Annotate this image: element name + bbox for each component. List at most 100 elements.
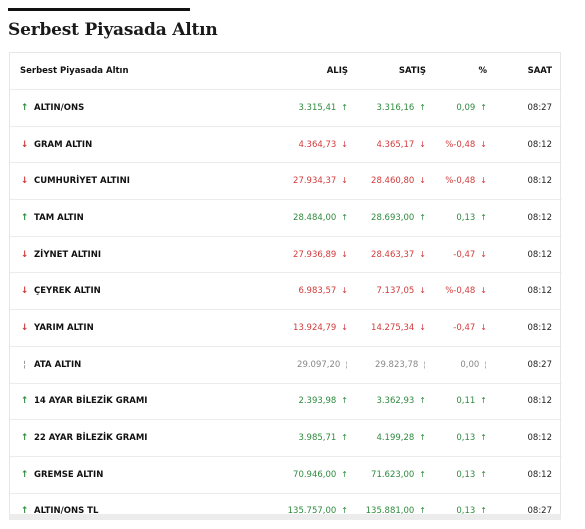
arrow-up-icon: ↑ [419,469,426,479]
row-time: 08:12 [495,236,562,274]
arrow-up-icon: ↑ [341,102,348,112]
table-row[interactable]: ↑ 14 AYAR BİLEZİK GRAMI 2.393,98 ↑ 3.362,93 ↑… [10,383,562,421]
table-row[interactable]: ↓ GRAM ALTIN 4.364,73 ↓ 4.365,17 ↓ %-0,48 ↓ 08:1… [10,126,562,164]
row-sell-cell: 71.623,00 ↑ [352,456,430,494]
row-buy: 27.934,37 [293,176,337,187]
row-time: 08:12 [495,309,562,347]
row-buy: 28.484,00 [293,212,337,223]
row-name-cell: ↓ CUMHURİYET ALTINI [10,162,222,201]
row-name: CUMHURİYET ALTINI [34,176,130,187]
row-sell-cell: 4.365,17 ↓ [352,126,430,164]
no-change-icon: ¦ [22,359,27,370]
arrow-up-icon: ↑ [480,396,487,406]
row-percent-cell: 0,11 ↑ [430,383,495,421]
arrow-down-icon: ↓ [20,176,29,187]
row-sell: 71.623,00 [371,469,415,480]
arrow-down-icon: ↓ [20,322,29,333]
table-row[interactable]: ↓ ÇEYREK ALTIN 6.983,57 ↓ 7.137,05 ↓ %-0,48 ↓ 08… [10,272,562,311]
row-buy-cell: 27.934,37 ↓ [222,162,352,201]
arrow-up-icon: ↑ [419,506,426,516]
arrow-up-icon: ↑ [341,212,348,222]
page-title: Serbest Piyasada Altın [8,20,218,40]
arrow-down-icon: ↓ [480,286,487,296]
row-name-cell: ↑ GREMSE ALTIN [10,456,222,494]
row-buy-cell: 6.983,57 ↓ [222,272,352,311]
table-row[interactable]: ↑ GREMSE ALTIN 70.946,00 ↑ 71.623,00 ↑ 0,13 ↑ 08… [10,456,562,494]
arrow-down-icon: ↓ [480,176,487,186]
table-row[interactable]: ↑ TAM ALTIN 28.484,00 ↑ 28.693,00 ↑ 0,13 ↑ 08:12 [10,199,562,237]
row-percent: 0,09 [456,102,476,113]
row-percent: 0,13 [456,433,476,444]
row-name-cell: ↓ GRAM ALTIN [10,126,222,164]
arrow-up-icon: ↑ [341,469,348,479]
table-header-row: Serbest Piyasada Altın ALIŞ SATIŞ % SAAT [10,53,562,90]
row-buy: 3.985,71 [298,433,337,444]
row-time: 08:12 [495,199,562,237]
table-row[interactable]: ↑ 22 AYAR BİLEZİK GRAMI 3.985,71 ↑ 4.199,28 ↑… [10,419,562,457]
row-name: TAM ALTIN [34,212,84,223]
arrow-down-icon: ↓ [419,176,426,186]
arrow-up-icon: ↑ [419,212,426,222]
row-sell: 4.199,28 [376,433,415,444]
row-name: 14 AYAR BİLEZİK GRAMI [34,396,148,407]
row-percent: 0,13 [456,506,476,517]
row-name-cell: ¦ ATA ALTIN [10,346,222,384]
header-name: Serbest Piyasada Altın [10,53,222,90]
arrow-down-icon: ↓ [341,176,348,186]
arrow-up-icon: ↑ [20,433,29,444]
table-row[interactable]: ↑ ALTIN/ONS TL 135.757,00 ↑ 135.881,00 ↑ 0,13 ↑… [10,493,562,529]
row-name: ZİYNET ALTINI [34,249,101,260]
arrow-up-icon: ↑ [20,102,29,113]
table-row[interactable]: ↓ CUMHURİYET ALTINI 27.934,37 ↓ 28.460,80 ↓ %-… [10,162,562,201]
row-sell: 3.362,93 [376,396,415,407]
header-sell: SATIŞ [352,53,430,90]
row-buy-cell: 29.097,20 ¦ [222,346,352,384]
arrow-up-icon: ↑ [480,433,487,443]
arrow-down-icon: ↓ [20,286,29,297]
row-percent-cell: 0,13 ↑ [430,493,495,529]
row-time: 08:27 [495,346,562,384]
arrow-up-icon: ↑ [480,102,487,112]
row-name-cell: ↓ ZİYNET ALTINI [10,236,222,274]
row-buy-cell: 2.393,98 ↑ [222,383,352,421]
arrow-up-icon: ↑ [480,506,487,516]
row-buy-cell: 13.924,79 ↓ [222,309,352,347]
row-percent: %-0,48 [445,176,476,187]
gold-prices-table: Serbest Piyasada Altın ALIŞ SATIŞ % SAAT… [10,53,562,529]
row-time: 08:12 [495,419,562,457]
row-name-cell: ↑ TAM ALTIN [10,199,222,237]
arrow-up-icon: ↑ [341,506,348,516]
arrow-up-icon: ↑ [20,469,29,480]
row-name: YARIM ALTIN [34,322,94,333]
table-row[interactable]: ↓ ZİYNET ALTINI 27.936,89 ↓ 28.463,37 ↓ -0,47 ↓… [10,236,562,274]
arrow-down-icon: ↓ [20,139,29,150]
table-row[interactable]: ↑ ALTIN/ONS 3.315,41 ↑ 3.316,16 ↑ 0,09 ↑ 08:27 [10,89,562,127]
row-percent: -0,47 [453,249,476,260]
arrow-down-icon: ↓ [419,322,426,332]
row-name: GRAM ALTIN [34,139,93,150]
row-buy-cell: 70.946,00 ↑ [222,456,352,494]
row-buy-cell: 3.985,71 ↑ [222,419,352,457]
row-time: 08:12 [495,126,562,164]
row-percent-cell: 0,09 ↑ [430,89,495,127]
card-bottom-band [9,514,561,520]
arrow-up-icon: ↑ [419,102,426,112]
table-row[interactable]: ¦ ATA ALTIN 29.097,20 ¦ 29.823,78 ¦ 0,00 ¦ 08:27 [10,346,562,384]
arrow-up-icon: ↑ [341,433,348,443]
row-name: ÇEYREK ALTIN [34,286,101,297]
row-sell: 7.137,05 [376,286,415,297]
row-sell-cell: 135.881,00 ↑ [352,493,430,529]
row-name-cell: ↓ ÇEYREK ALTIN [10,272,222,311]
row-name: ALTIN/ONS TL [34,506,99,517]
table-row[interactable]: ↓ YARIM ALTIN 13.924,79 ↓ 14.275,34 ↓ -0,47 ↓ 08… [10,309,562,347]
row-percent-cell: 0,13 ↑ [430,456,495,494]
row-percent-cell: %-0,48 ↓ [430,272,495,311]
row-buy: 4.364,73 [298,139,337,150]
row-sell-cell: 28.460,80 ↓ [352,162,430,201]
row-sell: 14.275,34 [371,322,415,333]
row-buy: 6.983,57 [298,286,337,297]
row-percent-cell: -0,47 ↓ [430,309,495,347]
row-name: ATA ALTIN [34,359,82,370]
header-time: SAAT [495,53,562,90]
row-sell-cell: 28.693,00 ↑ [352,199,430,237]
